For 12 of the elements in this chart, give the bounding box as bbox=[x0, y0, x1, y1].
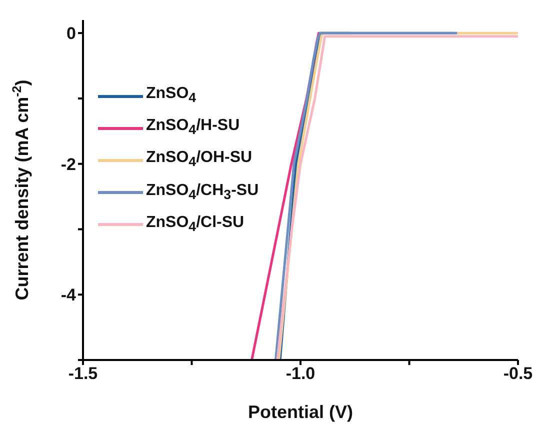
x-tick-label: -0.5 bbox=[503, 364, 533, 384]
legend-label: ZnSO$_{4}$/H-SU bbox=[146, 116, 240, 140]
y-tick-label: 0 bbox=[66, 24, 76, 44]
y-tick-label: -4 bbox=[60, 286, 77, 305]
legend-label: ZnSO$_{4}$/CH$_{3}$-SU bbox=[146, 180, 259, 204]
legend-label: ZnSO$_{4}$ bbox=[146, 84, 196, 108]
x-tick-label: -1.0 bbox=[286, 364, 316, 384]
x-axis-title: Potential (V) bbox=[248, 402, 354, 422]
legend-label: ZnSO$_{4}$/Cl-SU bbox=[146, 212, 244, 236]
legend-label: ZnSO$_{4}$/OH-SU bbox=[146, 148, 252, 172]
x-tick-label: -1.5 bbox=[68, 364, 98, 384]
y-tick-label: -2 bbox=[60, 154, 76, 174]
